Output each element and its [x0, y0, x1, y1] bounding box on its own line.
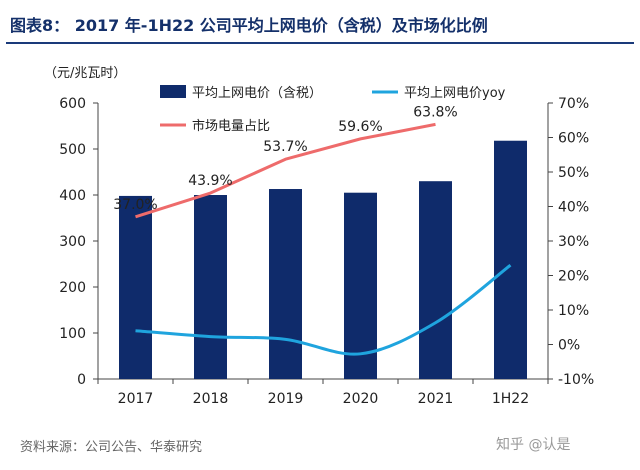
data-label: 53.7% [263, 139, 307, 155]
legend-market-label: 市场电量占比 [192, 118, 270, 134]
right-tick-label: -10% [558, 372, 594, 388]
right-tick-label: 0% [558, 338, 580, 354]
bar-1H22 [494, 140, 527, 379]
left-tick-label: 400 [59, 188, 86, 204]
data-label: 63.8% [413, 104, 457, 120]
right-tick-label: 70% [558, 96, 589, 112]
right-tick-label: 30% [558, 234, 589, 250]
bar-2021 [419, 181, 452, 379]
data-label: 37.0% [113, 197, 157, 213]
right-tick-label: 10% [558, 303, 589, 319]
legend-yoy-label: 平均上网电价yoy [404, 86, 506, 101]
line-series-1 [135, 263, 512, 356]
title-bar: 图表8： 2017 年-1H22 公司平均上网电价（含税）及市场化比例 [6, 8, 634, 44]
left-tick-label: 100 [59, 326, 86, 342]
right-tick-label: 20% [558, 269, 589, 285]
data-label: 59.6% [338, 119, 382, 135]
right-tick-label: 60% [558, 131, 589, 147]
x-tick-label: 1H22 [492, 391, 529, 407]
legend-bar-swatch [160, 85, 186, 98]
x-tick-label: 2020 [343, 391, 379, 407]
left-axis-unit: （元/兆瓦时） [44, 66, 127, 81]
watermark: 知乎 @认是 [496, 437, 571, 453]
bar-2019 [269, 189, 302, 379]
bar-2018 [194, 195, 227, 379]
left-tick-label: 300 [59, 234, 86, 250]
legend-bar-label: 平均上网电价（含税） [192, 85, 322, 101]
bar-2017 [119, 195, 152, 379]
x-tick-label: 2017 [118, 391, 154, 407]
left-tick-label: 600 [59, 96, 86, 112]
x-tick-label: 2021 [418, 391, 454, 407]
left-tick-label: 500 [59, 142, 86, 158]
chart-title: 图表8： 2017 年-1H22 公司平均上网电价（含税）及市场化比例 [10, 16, 488, 35]
right-tick-label: 50% [558, 165, 589, 181]
source-note: 资料来源：公司公告、华泰研究 [20, 440, 203, 455]
x-tick-label: 2018 [193, 391, 229, 407]
left-tick-label: 200 [59, 280, 86, 296]
x-tick-label: 2019 [268, 391, 304, 407]
right-tick-label: 40% [558, 200, 589, 216]
line-series-2 [135, 122, 436, 219]
data-label: 43.9% [188, 173, 232, 189]
bar-2020 [344, 192, 377, 379]
left-tick-label: 0 [77, 372, 86, 388]
